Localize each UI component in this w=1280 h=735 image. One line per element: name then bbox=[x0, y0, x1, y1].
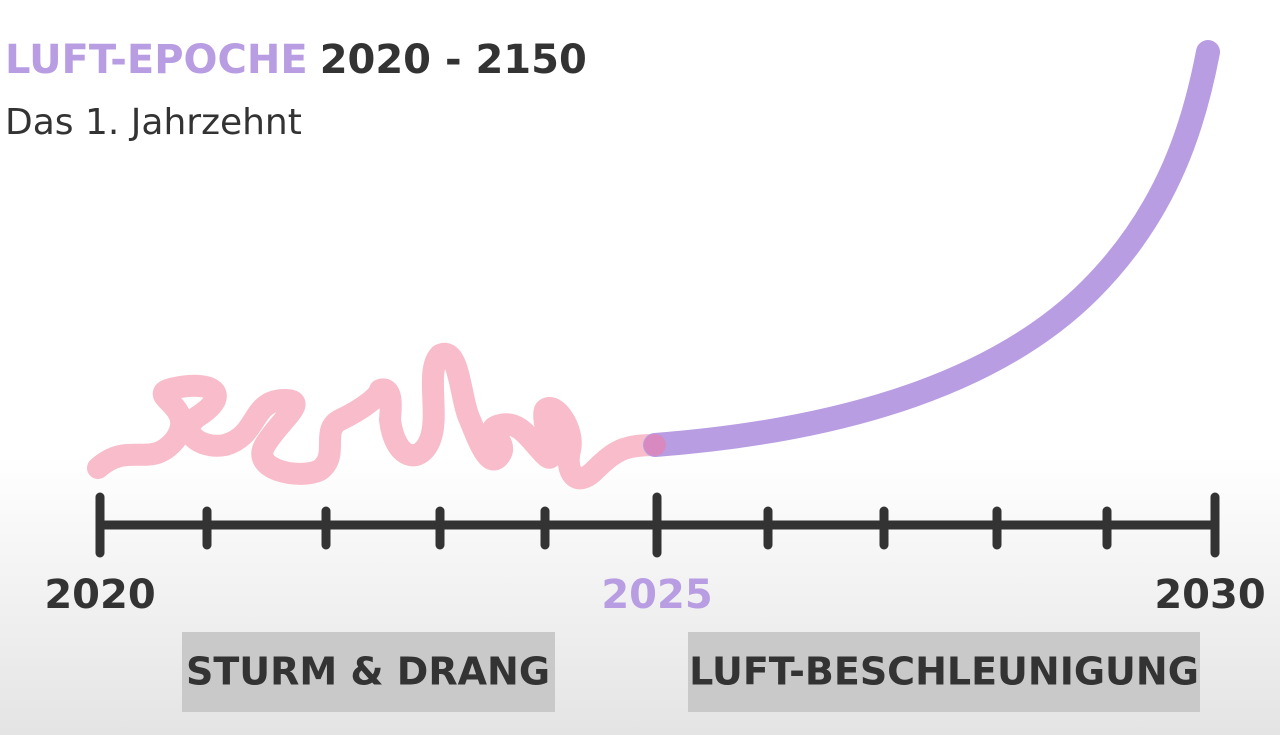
title-range: 2020 - 2150 bbox=[320, 37, 587, 83]
year-label: 2030 bbox=[1154, 572, 1265, 618]
subtitle: Das 1. Jahrzehnt bbox=[5, 102, 302, 143]
timeline bbox=[95, 492, 1220, 558]
phase-label: STURM & DRANG bbox=[186, 650, 550, 694]
phase-box bbox=[688, 632, 1200, 712]
year-label: 2020 bbox=[44, 572, 155, 618]
title-highlight: LUFT-EPOCHE bbox=[5, 37, 308, 83]
growth-curve bbox=[643, 40, 1220, 457]
phase-box bbox=[182, 632, 555, 712]
phase-label: LUFT-BESCHLEUNIGUNG bbox=[689, 650, 1199, 694]
junction bbox=[644, 434, 666, 456]
year-label: 2025 bbox=[601, 572, 712, 618]
title: LUFT-EPOCHE 2020 - 2150 bbox=[5, 37, 587, 83]
chaos-curve bbox=[87, 342, 666, 490]
